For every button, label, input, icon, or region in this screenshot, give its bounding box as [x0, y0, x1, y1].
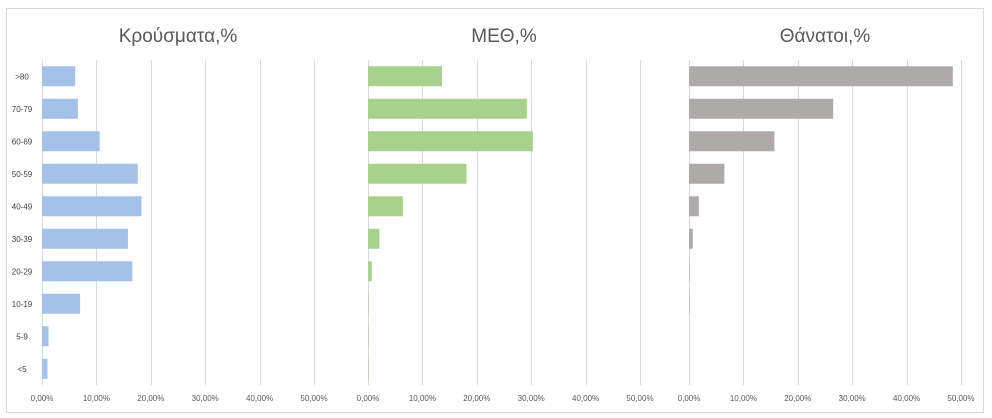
y-category-label: 70-79	[12, 105, 33, 114]
panel-title: Θάνατοι,%	[780, 26, 871, 47]
x-tick-label: 10,00%	[730, 394, 757, 403]
bar-3-40-49	[689, 196, 699, 217]
x-tick-label: 30,00%	[518, 394, 545, 403]
bar-2-20-29	[368, 261, 372, 282]
bar-3-60-69	[689, 131, 775, 152]
bar-1-20-29	[42, 261, 133, 282]
x-tick-label: 30,00%	[839, 394, 866, 403]
bar-3-70-79	[689, 98, 834, 119]
y-category-label: 50-59	[12, 170, 33, 179]
x-tick-label: 50,00%	[626, 394, 653, 403]
y-category-label: 5-9	[16, 332, 28, 341]
bar-1-5-9	[42, 326, 49, 347]
bar-2-50-59	[368, 163, 467, 184]
x-tick-label: 50,00%	[947, 394, 974, 403]
bar-3->80	[689, 66, 953, 87]
bar-2-70-79	[368, 98, 527, 119]
y-category-label: 20-29	[12, 267, 33, 276]
bar-1-40-49	[42, 196, 142, 217]
x-tick-label: 10,00%	[409, 394, 436, 403]
bar-1->80	[42, 66, 76, 87]
y-category-label: 60-69	[12, 137, 33, 146]
x-tick-label: 40,00%	[246, 394, 273, 403]
bar-2-30-39	[368, 228, 380, 249]
bar-1-10-19	[42, 293, 81, 314]
bar-2-<5	[368, 358, 369, 379]
x-tick-label: 0,00%	[31, 394, 54, 403]
panel-title: ΜΕΘ,%	[471, 26, 537, 47]
bar-2-10-19	[368, 293, 369, 314]
panel-title: Κρούσματα,%	[119, 26, 238, 47]
y-category-label: 30-39	[12, 235, 33, 244]
bar-3-50-59	[689, 163, 725, 184]
y-category-label: >80	[15, 72, 29, 81]
bar-1-<5	[42, 358, 48, 379]
bar-2-40-49	[368, 196, 403, 217]
x-tick-label: 40,00%	[893, 394, 920, 403]
bar-3-20-29	[689, 261, 690, 282]
x-tick-label: 20,00%	[463, 394, 490, 403]
bar-2-5-9	[368, 326, 369, 347]
bar-1-60-69	[42, 131, 100, 152]
bar-1-70-79	[42, 98, 78, 119]
bar-1-30-39	[42, 228, 128, 249]
x-tick-label: 0,00%	[678, 394, 701, 403]
y-category-label: <5	[17, 365, 27, 374]
bar-2->80	[368, 66, 442, 87]
x-tick-label: 20,00%	[137, 394, 164, 403]
chart-frame	[6, 8, 984, 413]
y-category-label: 40-49	[12, 202, 33, 211]
x-tick-label: 50,00%	[300, 394, 327, 403]
y-category-label: 10-19	[12, 300, 33, 309]
x-tick-label: 30,00%	[192, 394, 219, 403]
x-tick-label: 0,00%	[357, 394, 380, 403]
bar-3-30-39	[689, 228, 693, 249]
bar-1-50-59	[42, 163, 138, 184]
x-tick-label: 20,00%	[784, 394, 811, 403]
x-tick-label: 40,00%	[572, 394, 599, 403]
bar-3-10-19	[689, 293, 690, 314]
x-tick-label: 10,00%	[83, 394, 110, 403]
bar-2-60-69	[368, 131, 533, 152]
